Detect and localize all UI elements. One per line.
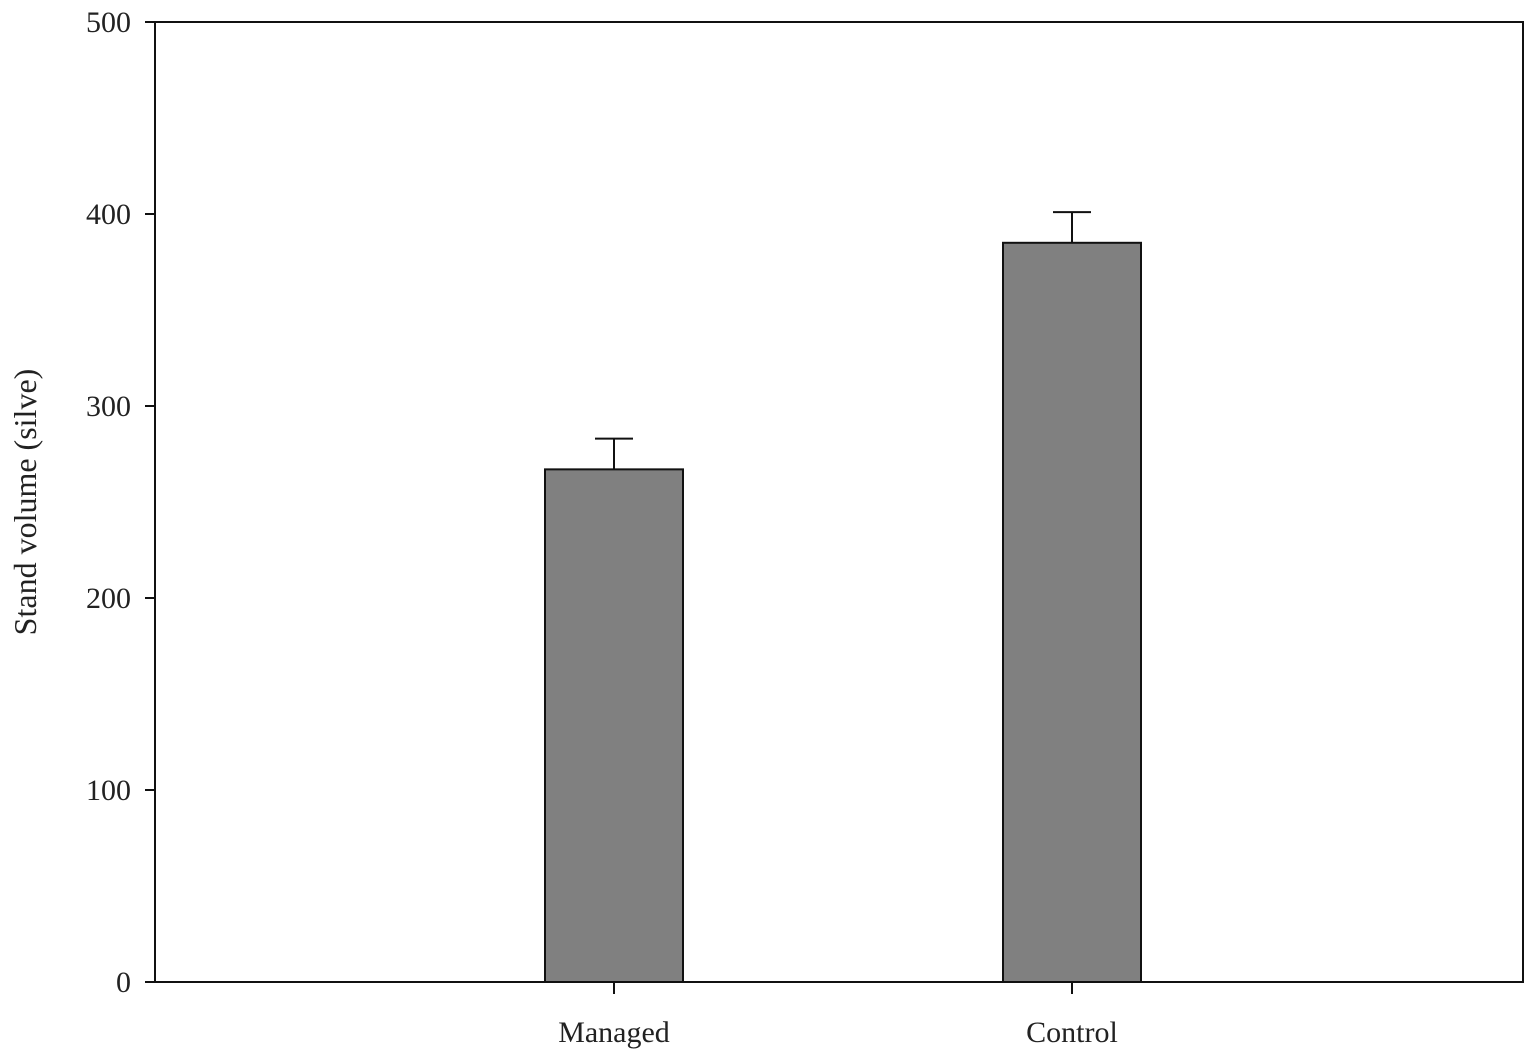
x-axis: Managed Control xyxy=(558,982,1118,1049)
bar-control xyxy=(1002,241,1142,984)
bars-layer xyxy=(544,211,1142,984)
bar-managed xyxy=(544,468,684,983)
y-tick-label-200: 200 xyxy=(86,582,131,615)
y-tick-label-100: 100 xyxy=(86,774,131,807)
y-axis: 0 100 200 300 400 500 xyxy=(86,6,155,999)
y-tick-label-400: 400 xyxy=(86,198,131,231)
y-tick-label-0: 0 xyxy=(116,966,131,999)
x-tick-label-managed: Managed xyxy=(558,1016,670,1049)
y-tick-label-300: 300 xyxy=(86,390,131,423)
plot-frame xyxy=(154,21,1524,983)
y-tick-label-500: 500 xyxy=(86,6,131,39)
y-axis-title: Stand volume (silve) xyxy=(7,369,43,636)
x-tick-label-control: Control xyxy=(1026,1016,1118,1049)
